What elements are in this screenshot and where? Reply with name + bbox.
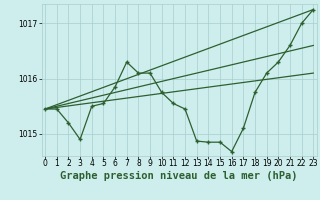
X-axis label: Graphe pression niveau de la mer (hPa): Graphe pression niveau de la mer (hPa) [60,171,298,181]
